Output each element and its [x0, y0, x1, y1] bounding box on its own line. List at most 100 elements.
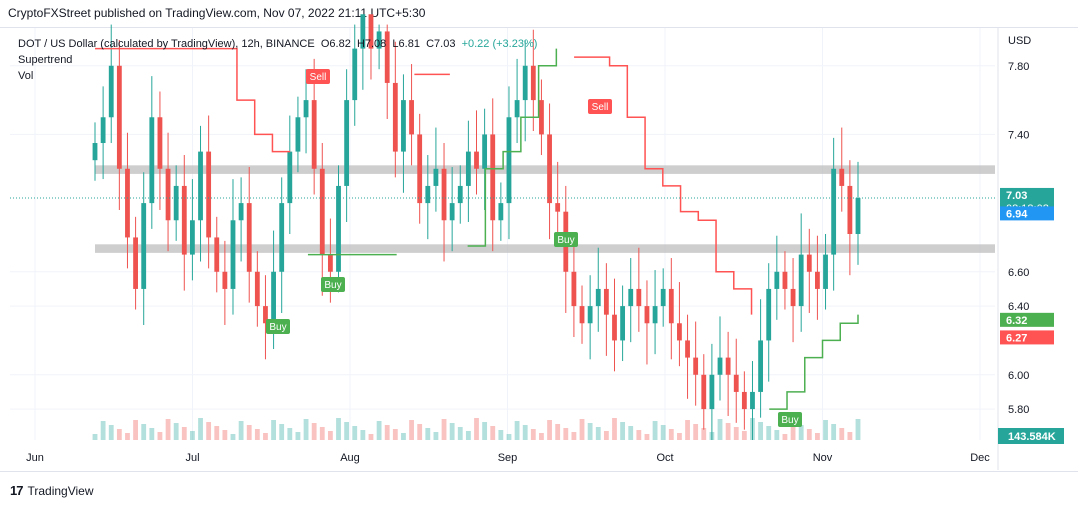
volume-bar [482, 422, 488, 440]
candle-body [287, 151, 293, 204]
svg-text:Sell: Sell [592, 102, 609, 113]
candle-body [417, 134, 423, 204]
volume-bar [238, 421, 244, 440]
signal-label: Buy [321, 277, 345, 292]
candle-body [498, 203, 504, 221]
svg-text:Sell: Sell [310, 72, 327, 83]
supertrend-line [95, 47, 291, 153]
volume-bar [490, 426, 496, 440]
volume-bar [327, 431, 333, 440]
candle-body [758, 340, 764, 392]
candle-body [319, 168, 325, 255]
svg-text:Buy: Buy [269, 322, 286, 333]
legend-indicator-volume[interactable]: Vol [18, 70, 34, 82]
volume-bar [425, 428, 431, 440]
tradingview-brand[interactable]: TradingView [27, 483, 94, 498]
candle-body [547, 134, 552, 204]
volume-bar [522, 425, 528, 440]
volume-bar [263, 433, 268, 440]
volume-bar [206, 422, 212, 440]
candle-body [506, 117, 512, 204]
volume-bar [311, 423, 317, 440]
volume-bar [303, 419, 309, 440]
volume-bar [141, 424, 147, 440]
volume-bar [514, 421, 520, 440]
candle-body [652, 306, 658, 324]
volume-bar [222, 430, 228, 440]
volume-bar [465, 431, 471, 440]
candle-body [206, 151, 212, 238]
supertrend-line [574, 56, 753, 315]
candle-body [457, 185, 463, 204]
tradingview-logo-icon[interactable]: 17 [10, 483, 24, 498]
x-tick-label: Dec [970, 452, 990, 464]
candle-body [823, 254, 828, 289]
volume-bar [823, 420, 828, 440]
volume-bar [100, 421, 106, 440]
volume-bar [173, 423, 179, 440]
candle-body [181, 185, 187, 255]
candle-body [360, 14, 366, 49]
candle-body [490, 134, 496, 221]
volume-bar [693, 424, 699, 440]
legend-symbol-row: DOT / US Dollar (calculated by TradingVi… [18, 36, 537, 52]
volume-bar [644, 434, 650, 440]
volume-bar [563, 428, 569, 440]
candle-body [133, 237, 138, 289]
candle-body [571, 271, 577, 307]
candle-body [165, 168, 171, 221]
volume-bar [474, 418, 479, 440]
candle-body [149, 117, 155, 204]
candle-body [327, 254, 333, 272]
volume-bar [668, 429, 674, 440]
candle-body [847, 185, 853, 234]
volume-bar [628, 426, 634, 440]
volume-bar [839, 428, 845, 440]
candle-body [677, 323, 682, 341]
signal-label: Buy [554, 232, 578, 247]
legend-symbol[interactable]: DOT / US Dollar (calculated by TradingVi… [18, 38, 315, 50]
volume-bar [441, 419, 447, 440]
volume-bar [295, 432, 301, 440]
candle-body [725, 357, 731, 375]
publish-info: CryptoFXStreet published on TradingView.… [8, 6, 426, 20]
volume-bar [595, 427, 601, 440]
volume-bar [620, 422, 626, 440]
candle-body [782, 271, 788, 289]
candle-body [530, 65, 536, 101]
volume-bar [409, 420, 414, 440]
candle-body [425, 185, 431, 204]
candle-body [798, 254, 804, 307]
legend-change: +0.22 (+3.23%) [461, 38, 538, 50]
candle-body [815, 271, 820, 289]
candle-body [620, 306, 626, 341]
candle-body [831, 168, 837, 255]
volume-bar [652, 421, 658, 440]
candle-body [230, 220, 236, 289]
volume-bar [603, 431, 609, 440]
volume-bar [336, 418, 341, 440]
volume-bar [449, 423, 455, 440]
volume-bar [733, 427, 739, 440]
candle-body [336, 185, 341, 272]
volume-bar [547, 420, 552, 440]
candle-body [839, 168, 845, 186]
volume-bar [636, 430, 642, 440]
candle-body [750, 391, 755, 410]
volume-bar [782, 434, 788, 440]
y-tick-label: 6.60 [1008, 267, 1029, 279]
legend-indicator-supertrend[interactable]: Supertrend [18, 54, 73, 66]
volume-bar [660, 425, 666, 440]
candle-body [92, 143, 98, 161]
legend-high: H7.08 [356, 38, 387, 50]
candle-body [344, 100, 350, 186]
volume-bar [344, 422, 350, 440]
volume-bar [766, 426, 772, 440]
volume-label-box [998, 428, 1064, 444]
volume-bar [125, 433, 130, 440]
volume-bar [685, 420, 690, 440]
x-tick-label: Nov [813, 452, 833, 464]
volume-bar [806, 429, 812, 440]
price-label-text: 6.27 [1006, 332, 1027, 344]
